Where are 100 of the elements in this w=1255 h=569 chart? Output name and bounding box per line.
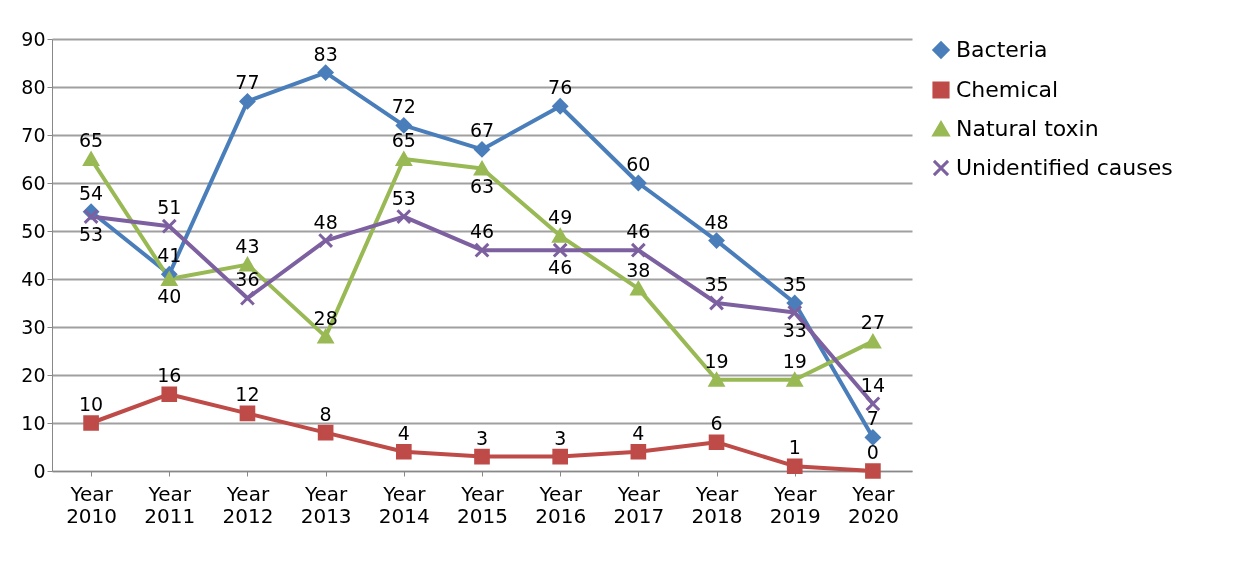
point [474,141,490,158]
point [474,161,490,176]
point [317,424,334,441]
point [708,434,725,451]
point [708,232,725,249]
legend-label: Unidentified causes [956,155,1173,180]
point [83,208,99,225]
y-tick-label: 10 [21,411,46,434]
data-label: 65 [79,129,104,151]
data-label: 46 [469,220,495,243]
data-label: 46 [548,256,573,279]
data-label: 38 [626,258,651,281]
legend-label: Chemical [956,77,1059,102]
point [786,458,803,475]
data-label: 40 [157,285,182,307]
point [317,64,334,81]
y-tick-label: 30 [21,315,46,338]
data-label: 53 [79,222,104,245]
y-tick-label: 20 [21,363,46,386]
point [474,242,490,259]
data-label: 60 [626,153,651,175]
point [865,463,881,479]
data-label: 54 [79,181,104,204]
data-label: 4 [397,421,410,444]
point [552,448,569,465]
data-label: 65 [391,129,416,151]
x-tick-label: Year 2019 [769,481,821,528]
x-tick-label: Year 2017 [613,481,665,528]
data-label: 4 [632,421,645,444]
data-label: 8 [319,402,332,425]
data-label: 49 [548,205,573,228]
data-label: 12 [235,383,260,406]
data-label: 6 [710,412,723,435]
point [630,175,647,191]
x-tick-label: Year 2015 [457,481,508,528]
point [161,272,178,286]
data-label: 46 [626,220,651,243]
point [552,242,569,259]
data-label: 0 [866,441,879,463]
point [708,295,725,311]
y-tick-label: 50 [21,219,46,242]
point [239,290,256,307]
x-tick-label: Year 2018 [691,481,743,528]
point [786,304,803,321]
point [630,242,647,259]
point [865,429,881,446]
data-label: 1 [788,436,801,459]
legend-label: Bacteria [956,37,1048,62]
point [395,443,412,460]
data-label: 35 [704,273,729,295]
data-label: 51 [157,196,182,219]
data-label: 3 [554,426,567,449]
data-label: 83 [313,42,338,65]
y-tick-label: 0 [33,459,46,482]
data-label: 27 [860,311,885,334]
point [395,208,412,225]
data-label: 16 [157,364,182,387]
data-label: 53 [391,186,416,209]
data-label: 63 [469,174,495,197]
point [83,152,99,166]
data-label: 19 [704,349,729,372]
y-tick-label: 80 [21,75,46,98]
point [83,415,99,431]
y-tick-label: 90 [21,27,46,50]
point [317,232,334,249]
data-label: 10 [79,393,104,415]
point [708,372,725,387]
x-tick-label: Year 2011 [144,481,196,528]
data-label: 19 [782,349,807,372]
x-tick-label: Year 2013 [300,481,352,528]
legend-label: Natural toxin [956,116,1099,141]
point [786,295,803,311]
point [395,117,412,134]
data-label: 72 [391,95,416,118]
point [630,281,647,296]
data-label: 36 [235,268,260,291]
x-tick-label: Year 2016 [535,481,587,528]
data-label: 3 [475,426,489,449]
data-label: 67 [469,119,495,142]
data-label: 35 [782,273,807,295]
data-label: 14 [860,373,885,396]
data-label: 48 [704,210,729,233]
point [865,334,881,349]
point [239,405,256,422]
data-label: 76 [548,76,573,99]
point [317,329,334,344]
y-tick-label: 70 [21,123,46,146]
data-label: 33 [782,318,807,341]
x-tick-label: Year 2014 [378,481,430,528]
x-tick-label: Year 2012 [222,481,274,528]
point [239,93,256,110]
point [474,448,490,465]
data-label: 7 [866,407,879,430]
x-tick-label: Year 2010 [66,481,118,528]
data-label: 77 [235,71,260,94]
y-tick-label: 60 [21,171,46,194]
point [865,395,881,412]
x-tick-label: Year 2020 [847,481,899,528]
point [161,218,178,235]
point [395,152,412,166]
